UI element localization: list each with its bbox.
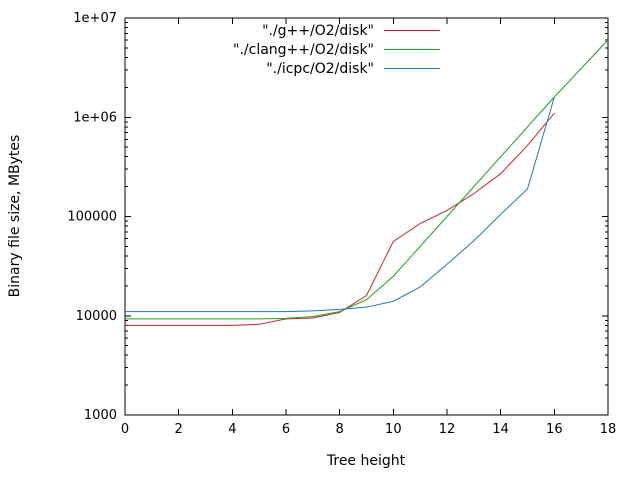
x-tick-label: 14: [492, 422, 509, 437]
legend-line-sample-icon: [384, 68, 440, 69]
x-tick-label: 6: [282, 422, 290, 437]
legend-label: "./icpc/O2/disk": [266, 60, 374, 77]
x-tick-label: 12: [439, 422, 456, 437]
y-tick-label: 10000: [76, 309, 117, 324]
legend-label: "./clang++/O2/disk": [233, 41, 374, 58]
series-line-1: [125, 39, 608, 320]
legend-line-sample-icon: [384, 30, 440, 31]
x-tick-label: 4: [228, 422, 236, 437]
y-tick-label: 1000: [84, 408, 117, 423]
y-tick-label: 1e+07: [73, 11, 117, 26]
series-line-2: [125, 96, 555, 313]
x-tick-label: 2: [175, 422, 183, 437]
legend-item: "./icpc/O2/disk": [110, 59, 440, 78]
x-tick-label: 18: [600, 422, 617, 437]
y-tick-label: 100000: [67, 210, 117, 225]
legend-item: "./clang++/O2/disk": [110, 40, 440, 59]
legend-line-sample-icon: [384, 49, 440, 50]
x-tick-label: 10: [385, 422, 402, 437]
series-line-0: [125, 112, 555, 326]
legend-item: "./g++/O2/disk": [110, 21, 440, 40]
legend: "./g++/O2/disk" "./clang++/O2/disk" "./icp…: [110, 21, 440, 78]
x-tick-label: 8: [336, 422, 344, 437]
x-axis-label: Tree height: [326, 453, 406, 469]
y-axis-label: Binary file size, MBytes: [7, 134, 23, 298]
legend-label: "./g++/O2/disk": [262, 22, 374, 39]
y-tick-label: 1e+06: [73, 110, 117, 125]
x-tick-label: 16: [546, 422, 563, 437]
x-tick-label: 0: [121, 422, 129, 437]
